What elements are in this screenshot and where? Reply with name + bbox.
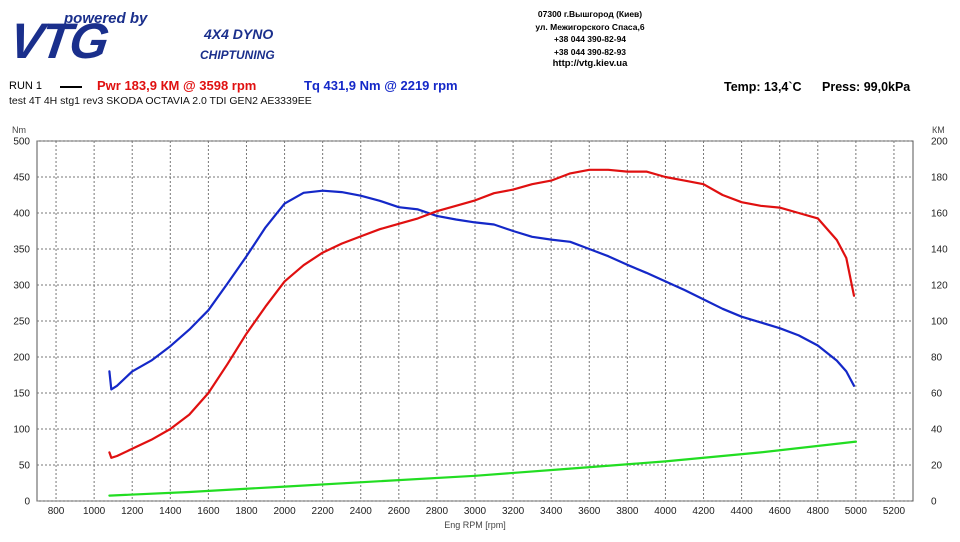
x-tick-label: 3200 (502, 506, 525, 517)
contact-block: 07300 г.Вышгород (Киев) ул. Межигорского… (500, 8, 680, 71)
y-left-tick-label: 0 (24, 497, 30, 508)
y-left-tick-label: 400 (13, 209, 30, 220)
website-link[interactable]: http://vtg.kiev.ua (552, 58, 628, 69)
series-lines (108, 168, 858, 497)
x-tick-label: 2800 (426, 506, 449, 517)
y-right-tick-label: 60 (931, 389, 943, 400)
x-tick-label: 1200 (121, 506, 144, 517)
phone-line: +38 044 390-82-94 (553, 34, 627, 44)
x-tick-label: 2000 (273, 506, 296, 517)
y-left-tick-label: 50 (19, 461, 31, 472)
x-tick-label: 4400 (730, 506, 753, 517)
logo-chiptuning: CHIPTUNING (200, 48, 275, 62)
x-tick-label: 1800 (235, 506, 258, 517)
x-tick-label: 3000 (464, 506, 487, 517)
x-tick-label: 2200 (312, 506, 335, 517)
run-description: test 4T 4H stg1 rev3 SKODA OCTAVIA 2.0 T… (9, 95, 312, 107)
x-tick-label: 4800 (807, 506, 830, 517)
y-right-tick-label: 20 (931, 461, 943, 472)
address-line: ул. Межигорского Спаса,6 (535, 21, 645, 32)
y-left-tick-label: 200 (13, 353, 30, 364)
vtg-logo: powered by VTG 4X4 DYNO CHIPTUNING (6, 6, 298, 69)
logo-powered-by: powered by (64, 10, 148, 27)
x-tick-label: 5200 (883, 506, 906, 517)
y-right-tick-label: 140 (931, 245, 948, 256)
grid-lines (37, 140, 913, 502)
x-axis-label: Eng RPM [rpm] (444, 520, 506, 530)
y-right-tick-label: 0 (931, 497, 937, 508)
y-left-tick-label: 150 (13, 389, 30, 400)
y-right-tick-label: 40 (931, 425, 943, 436)
temperature-readout: Temp: 13,4`C (724, 80, 802, 94)
y-right-axis-label: КМ (932, 125, 945, 135)
x-tick-label: 800 (48, 506, 65, 517)
y-left-tick-label: 100 (13, 425, 30, 436)
y-right-tick-label: 80 (931, 353, 943, 364)
x-tick-label: 1600 (197, 506, 220, 517)
x-tick-label: 1000 (83, 506, 106, 517)
y-left-axis-label: Nm (12, 125, 26, 135)
y-right-tick-label: 120 (931, 281, 948, 292)
logo-dyno: 4X4 DYNO (204, 26, 274, 42)
series-line-tq (108, 189, 856, 391)
x-tick-label: 4000 (654, 506, 677, 517)
y-right-tick-label: 180 (931, 173, 948, 184)
y-left-tick-label: 450 (13, 173, 30, 184)
y-left-tick-label: 250 (13, 317, 30, 328)
torque-summary: Tq 431,9 Nm @ 2219 rpm (304, 78, 458, 93)
y-right-tick-label: 160 (931, 209, 948, 220)
x-tick-label: 5000 (845, 506, 868, 517)
x-tick-label: 3600 (578, 506, 601, 517)
y-left-ticks: 0 50 100 150 200 250 300 350 400 450 500 (13, 137, 30, 508)
address-line: 07300 г.Вышгород (Киев) (537, 9, 643, 19)
x-tick-label: 4200 (692, 506, 715, 517)
series-line-loss (108, 440, 858, 497)
x-tick-label: 4600 (769, 506, 792, 517)
run-legend-line (60, 86, 82, 88)
power-summary: Pwr 183,9 КМ @ 3598 rpm (97, 78, 257, 93)
x-tick-label: 3800 (616, 506, 639, 517)
x-tick-label: 3400 (540, 506, 563, 517)
phone-line: +38 044 390-82-93 (553, 46, 627, 57)
pressure-readout: Press: 99,0kPa (822, 80, 911, 94)
y-left-tick-label: 500 (13, 137, 30, 148)
series-line-pwr (108, 168, 856, 459)
run-label: RUN 1 (9, 80, 43, 92)
y-right-tick-label: 200 (931, 137, 948, 148)
x-tick-label: 2600 (388, 506, 411, 517)
x-tick-label: 2400 (350, 506, 373, 517)
y-right-tick-label: 100 (931, 317, 948, 328)
y-left-tick-label: 300 (13, 281, 30, 292)
x-axis-ticks: 800 1000 1200 1400 1600 1800 2000 2200 2400 2600 2… (48, 506, 906, 517)
y-left-tick-label: 350 (13, 245, 30, 256)
x-tick-label: 1400 (159, 506, 182, 517)
y-right-ticks: 0 20 40 60 80 100 120 140 160 180 200 (931, 137, 948, 508)
